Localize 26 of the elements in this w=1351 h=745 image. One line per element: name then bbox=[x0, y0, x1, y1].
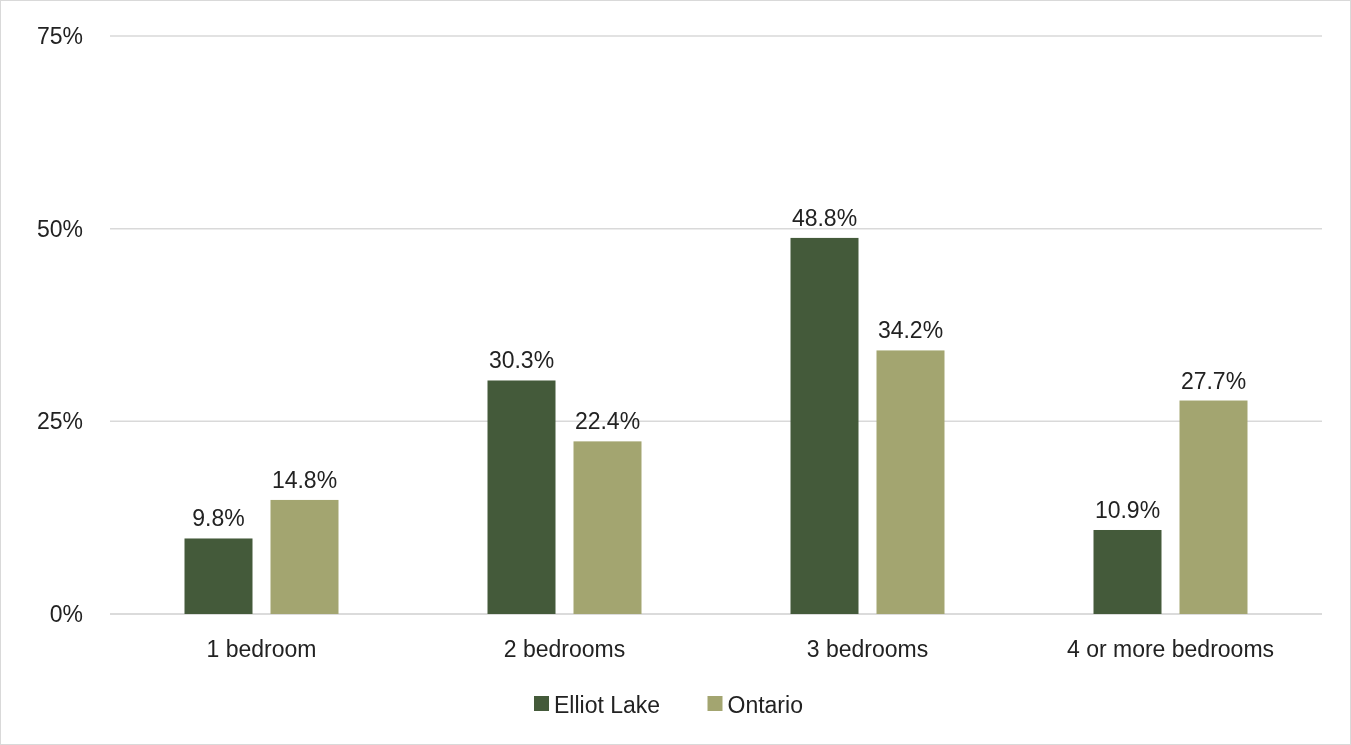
bar bbox=[876, 350, 945, 614]
legend-label: Ontario bbox=[727, 692, 803, 719]
bar bbox=[184, 538, 253, 614]
x-tick-label: 3 bedrooms bbox=[806, 636, 929, 662]
data-label: 10.9% bbox=[1094, 497, 1161, 523]
x-tick-label: 4 or more bedrooms bbox=[1066, 636, 1275, 662]
data-label: 22.4% bbox=[574, 408, 641, 435]
x-tick-label: 1 bedroom bbox=[206, 636, 317, 662]
y-tick-label: 50% bbox=[36, 215, 83, 242]
data-label: 34.2% bbox=[877, 317, 944, 344]
bar bbox=[1093, 530, 1162, 614]
y-tick-label: 75% bbox=[36, 23, 83, 50]
data-label: 9.8% bbox=[192, 505, 245, 532]
x-tick-label: 2 bedrooms bbox=[503, 636, 626, 662]
legend-label: Elliot Lake bbox=[554, 692, 661, 719]
bar bbox=[1179, 400, 1248, 614]
data-label: 27.7% bbox=[1180, 367, 1247, 394]
data-label: 48.8% bbox=[791, 204, 858, 231]
bar bbox=[487, 380, 556, 614]
y-tick-label: 25% bbox=[36, 408, 83, 435]
y-tick-label: 0% bbox=[49, 601, 83, 628]
bar bbox=[270, 499, 339, 614]
bar bbox=[790, 237, 859, 614]
bar bbox=[573, 441, 642, 614]
data-label: 30.3% bbox=[488, 347, 555, 374]
data-label: 14.8% bbox=[271, 466, 338, 493]
